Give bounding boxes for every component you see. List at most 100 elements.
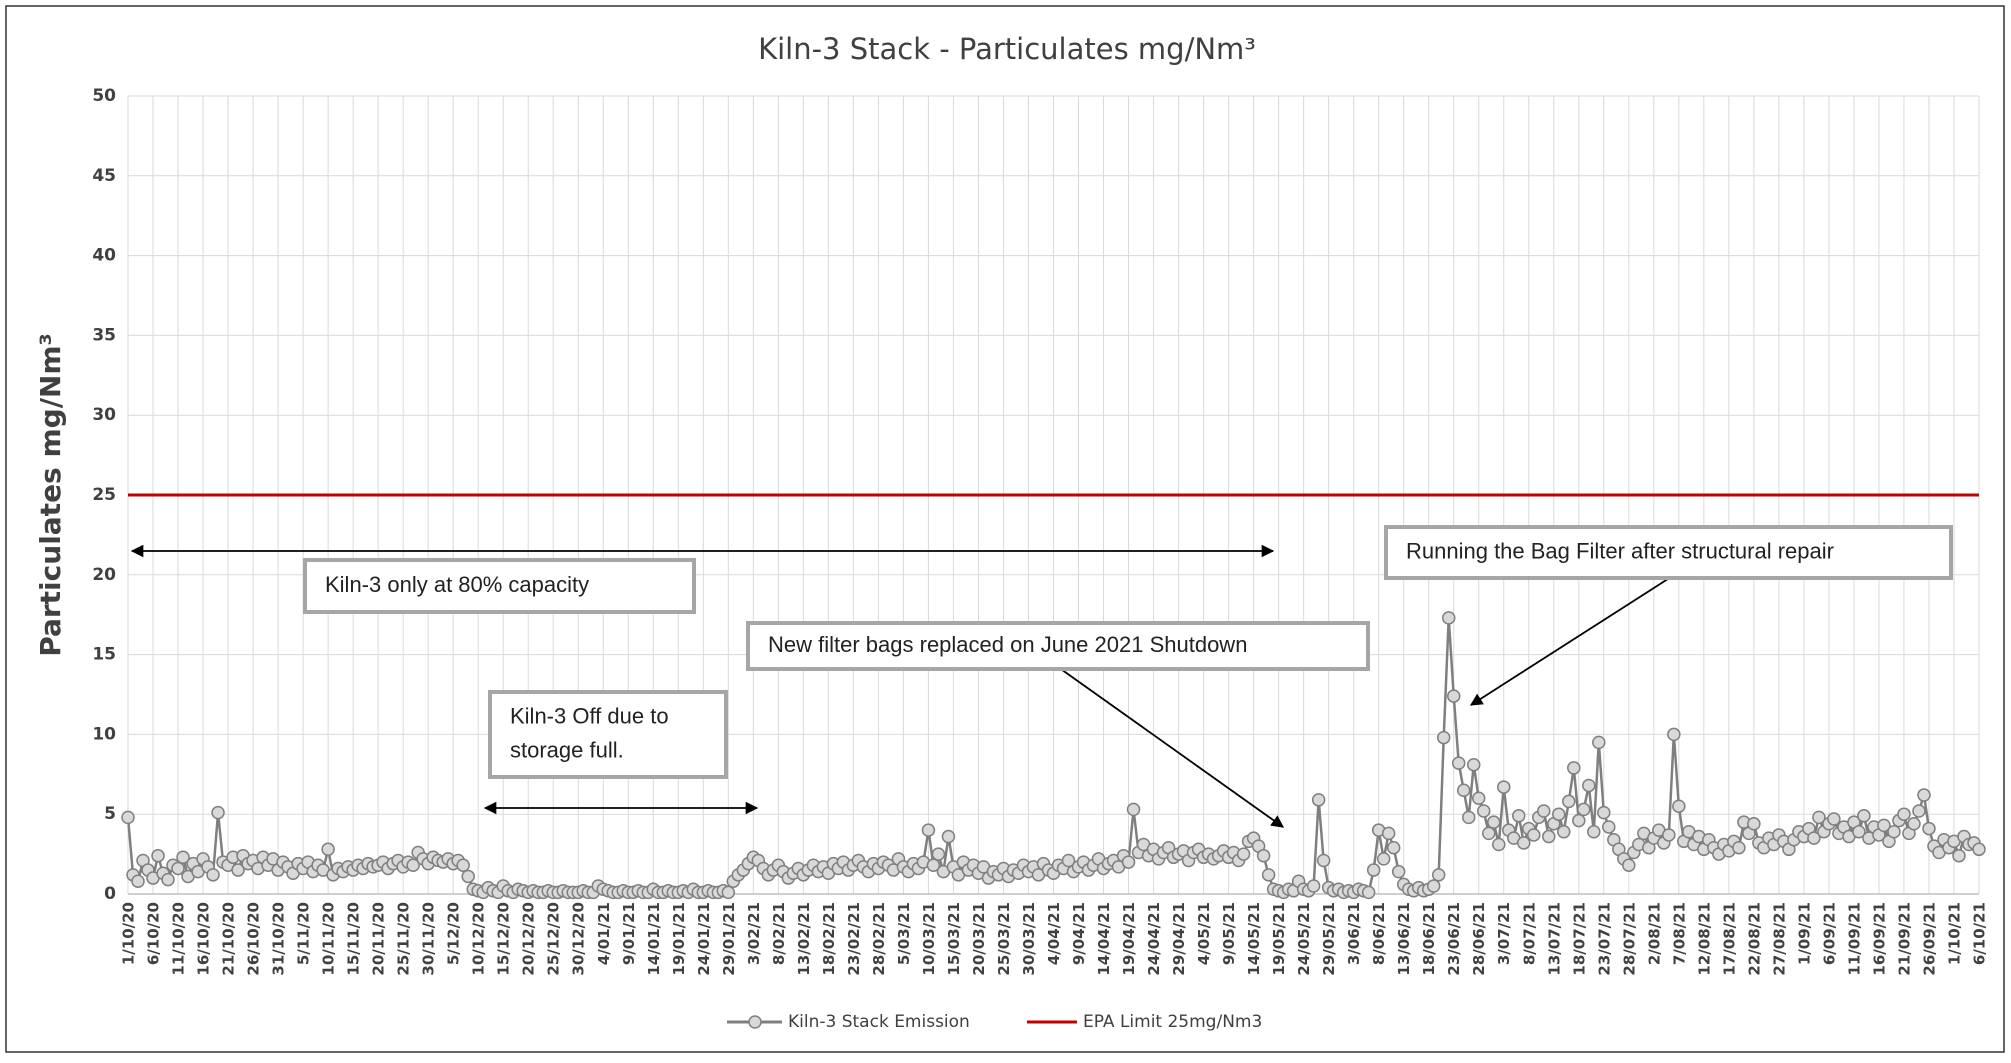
point	[1552, 807, 1566, 821]
x-tick-label: 15/12/20	[495, 902, 513, 976]
x-tick-label: 20/03/21	[970, 902, 988, 976]
point	[161, 872, 175, 887]
x-tick-label: 26/09/21	[1920, 902, 1938, 976]
x-tick-label: 6/10/20	[145, 902, 163, 965]
point	[1261, 868, 1276, 882]
point	[1381, 826, 1396, 841]
point	[1667, 727, 1681, 742]
x-tick-label: 30/11/20	[420, 902, 438, 976]
point	[1812, 810, 1826, 825]
x-tick-label: 10/12/20	[470, 902, 488, 976]
point	[1481, 826, 1496, 841]
x-tick-label: 6/10/21	[1971, 902, 1989, 965]
point	[1587, 825, 1601, 839]
point	[1567, 761, 1581, 775]
x-tick-label: 28/06/21	[1470, 902, 1488, 976]
point	[1476, 804, 1491, 818]
point	[1952, 848, 1966, 863]
point	[1121, 855, 1136, 869]
x-tick-label: 6/09/21	[1820, 902, 1838, 965]
y-tick-label: 45	[92, 166, 116, 186]
y-tick-label: 40	[92, 246, 116, 266]
x-tick-label: 17/08/21	[1720, 902, 1738, 976]
x-tick-label: 18/07/21	[1570, 902, 1588, 976]
point	[1441, 611, 1456, 625]
point	[1912, 804, 1926, 818]
y-tick-label: 15	[92, 645, 116, 665]
annotation-arrow	[1057, 666, 1285, 828]
x-tick-label: 29/05/21	[1320, 902, 1338, 976]
point	[1456, 783, 1471, 798]
x-tick-label: 14/01/21	[645, 902, 663, 976]
point	[1672, 799, 1686, 813]
annotation-text: Kiln-3 Off due to	[510, 703, 669, 728]
x-tick-label: 10/03/21	[920, 902, 938, 976]
point	[1602, 820, 1616, 834]
legend-label: Kiln-3 Stack Emission	[788, 1012, 970, 1032]
x-tick-label: 2/08/21	[1645, 902, 1663, 965]
point	[171, 861, 185, 876]
x-tick-label: 1/10/21	[1945, 902, 1963, 965]
point	[1486, 815, 1501, 829]
x-tick-label: 9/05/21	[1220, 902, 1238, 965]
point	[1597, 805, 1611, 820]
x-tick-label: 16/10/20	[195, 902, 213, 976]
chart-title: Kiln-3 Stack - Particulates mg/Nm³	[758, 32, 1256, 66]
point	[1446, 689, 1461, 703]
x-tick-label: 11/10/20	[170, 902, 188, 976]
x-tick-label: 20/12/20	[520, 902, 538, 976]
point	[1436, 730, 1451, 745]
x-tick-label: 24/01/21	[695, 902, 713, 976]
point	[1662, 828, 1676, 842]
legend-label: EPA Limit 25mg/Nm3	[1083, 1012, 1262, 1032]
point	[1256, 848, 1271, 863]
x-tick-label: 28/07/21	[1620, 902, 1638, 976]
x-tick-label: 1/10/20	[120, 902, 138, 965]
x-tick-label: 19/04/21	[1120, 902, 1138, 976]
point	[1431, 868, 1446, 882]
x-tick-label: 23/06/21	[1445, 902, 1463, 976]
x-tick-label: 28/02/21	[870, 902, 888, 976]
point	[1537, 804, 1551, 818]
x-tick-label: 7/08/21	[1670, 902, 1688, 965]
x-tick-label: 12/08/21	[1695, 902, 1713, 976]
point	[1732, 840, 1746, 855]
point	[1972, 842, 1986, 857]
point	[1887, 825, 1901, 839]
y-tick-label: 25	[92, 485, 116, 505]
annotation-text: Running the Bag Filter after structural …	[1406, 538, 1834, 563]
x-tick-label: 9/04/21	[1070, 902, 1088, 965]
x-tick-label: 25/11/20	[395, 902, 413, 976]
annotation-arrow	[1469, 576, 1672, 706]
point	[1391, 864, 1406, 879]
x-tick-label: 20/11/20	[370, 902, 388, 976]
annotation-box	[303, 558, 696, 614]
point	[211, 805, 225, 820]
point	[1126, 802, 1141, 817]
annotation-text: Kiln-3 only at 80% capacity	[325, 572, 589, 597]
point	[1496, 780, 1511, 794]
point	[1897, 807, 1911, 821]
point	[206, 868, 220, 882]
point	[1572, 813, 1586, 828]
x-tick-label: 13/07/21	[1545, 902, 1563, 976]
x-tick-label: 30/12/20	[570, 902, 588, 976]
point	[1461, 810, 1476, 825]
point	[1466, 757, 1481, 772]
point	[1917, 788, 1931, 802]
annotation-text: New filter bags replaced on June 2021 Sh…	[768, 632, 1247, 657]
y-axis-label: Particulates mg/Nm³	[34, 333, 67, 657]
y-tick-label: 35	[92, 325, 116, 345]
y-tick-label: 0	[104, 884, 116, 904]
y-tick-label: 10	[92, 724, 116, 744]
point	[406, 858, 420, 873]
x-tick-label: 19/05/21	[1270, 902, 1288, 976]
point	[1747, 817, 1761, 831]
point	[1426, 879, 1441, 893]
point	[1061, 853, 1076, 868]
x-tick-label: 3/06/21	[1345, 902, 1363, 965]
point	[1852, 825, 1866, 839]
point	[1471, 791, 1486, 805]
